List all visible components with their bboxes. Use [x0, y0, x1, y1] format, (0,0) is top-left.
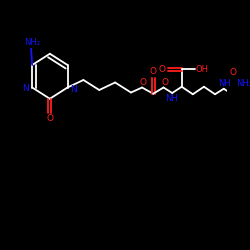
- Text: O: O: [140, 78, 147, 86]
- Text: O: O: [161, 78, 168, 86]
- Text: O: O: [230, 68, 237, 77]
- Text: NH: NH: [218, 79, 231, 88]
- Text: N: N: [22, 84, 29, 93]
- Text: NH₂: NH₂: [236, 79, 250, 88]
- Text: NH₂: NH₂: [24, 38, 40, 47]
- Text: NH: NH: [165, 94, 177, 102]
- Text: N: N: [70, 85, 76, 94]
- Text: OH: OH: [196, 65, 208, 74]
- Text: O: O: [159, 65, 166, 74]
- Text: O: O: [150, 67, 157, 76]
- Text: O: O: [46, 114, 53, 123]
